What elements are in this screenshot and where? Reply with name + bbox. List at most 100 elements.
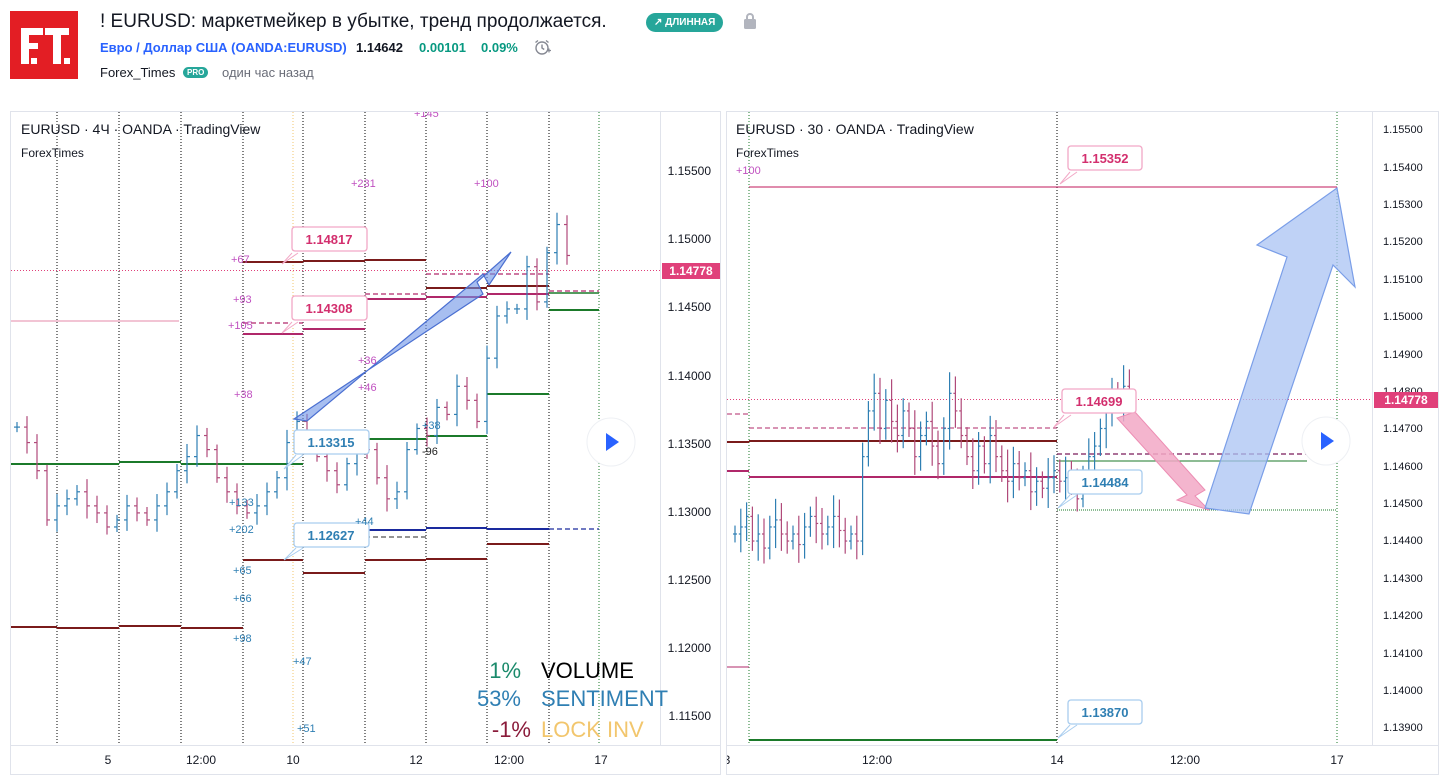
ohlc-bar	[738, 508, 743, 553]
ohlc-bar	[484, 345, 490, 435]
ohlc-bar	[820, 507, 824, 550]
ohlc-bar	[414, 423, 420, 455]
ohlc-bar	[1092, 432, 1097, 471]
ohlc-bar	[124, 494, 130, 531]
chart-panel-30m[interactable]: 1.15352 1.14699 1.14484 1.13870 +100 EUR…	[726, 111, 1439, 775]
chart-panel-4h[interactable]: 1.14817 1.14308 1.13315 1.12627 +145 +23…	[10, 111, 721, 775]
ohlc-bar	[878, 377, 882, 444]
svg-text:+47: +47	[293, 656, 312, 668]
svg-text:1.14000: 1.14000	[1383, 685, 1423, 697]
ohlc-bar	[54, 494, 60, 532]
ohlc-bar	[860, 442, 865, 556]
ohlc-bar	[756, 514, 761, 561]
ohlc-bar	[924, 411, 929, 446]
ohlc-bar	[24, 416, 30, 454]
svg-text:1.15500: 1.15500	[668, 164, 712, 178]
ohlc-bar	[454, 374, 460, 427]
ohlc-bar	[1098, 418, 1103, 456]
ohlc-bar	[791, 525, 795, 550]
ohlc-bar	[514, 303, 520, 314]
ohlc-bar	[895, 404, 900, 453]
ohlc-bar	[750, 506, 755, 551]
ohlc-bar	[1017, 451, 1022, 491]
ohlc-bar	[104, 505, 110, 535]
ohlc-bar	[918, 421, 923, 471]
svg-text:+51: +51	[297, 723, 316, 735]
ohlc-bar	[767, 515, 772, 560]
callout-1.13315: 1.13315	[283, 429, 370, 470]
chart-legend: EURUSD · 4Ч · OANDA · TradingView	[21, 121, 261, 137]
svg-text:-96: -96	[422, 446, 438, 458]
svg-text:12:00: 12:00	[1170, 753, 1200, 767]
chart-legend: EURUSD · 30 · OANDA · TradingView	[736, 121, 975, 137]
alarm-clock-icon[interactable]	[533, 38, 551, 61]
ohlc-bar	[843, 517, 848, 554]
svg-text:+133: +133	[229, 497, 254, 509]
ohlc-bar	[94, 495, 100, 524]
ohlc-bar	[825, 515, 830, 546]
ohlc-bar	[866, 401, 871, 467]
svg-text:1%: 1%	[489, 658, 521, 683]
y-axis-30m: 1.15500 1.15400 1.15300 1.15200 1.15100 …	[1383, 124, 1423, 734]
ohlc-bar	[1040, 471, 1045, 499]
svg-text:53%: 53%	[477, 686, 521, 711]
svg-text:+38: +38	[422, 420, 441, 432]
svg-text:10: 10	[286, 753, 300, 767]
up-arrow-4h	[292, 251, 512, 422]
ohlc-bar	[959, 398, 964, 449]
svg-text:+66: +66	[233, 593, 252, 605]
lock-icon	[742, 12, 758, 35]
ohlc-bar	[837, 499, 842, 548]
ohlc-bar	[144, 506, 150, 526]
ohlc-bar	[889, 379, 894, 443]
svg-text:12:00: 12:00	[186, 753, 216, 767]
symbol-link[interactable]: Евро / Доллар США (OANDA:EURUSD)	[100, 40, 347, 55]
callout-1.14817: 1.14817	[281, 226, 368, 265]
long-badge: ↗ ДЛИННАЯ	[646, 13, 724, 32]
ohlc-bar	[744, 502, 749, 542]
ohlc-bar	[1046, 458, 1051, 508]
svg-text:1.13500: 1.13500	[668, 437, 712, 451]
ohlc-bar	[444, 401, 450, 421]
svg-text:1.14200: 1.14200	[1383, 610, 1423, 622]
ohlc-bar	[953, 376, 958, 428]
ohlc-bar	[988, 415, 993, 484]
svg-text:1.15000: 1.15000	[668, 232, 712, 246]
svg-text:1.14300: 1.14300	[1383, 573, 1423, 585]
svg-text:+38: +38	[234, 389, 253, 401]
published-time: один час назад	[222, 65, 314, 80]
ohlc-bar	[504, 301, 510, 324]
ohlc-bar	[84, 479, 90, 519]
ohlc-bar	[831, 495, 836, 549]
svg-text:+145: +145	[414, 112, 439, 120]
author-name[interactable]: Forex_Times	[100, 65, 176, 80]
ohlc-bar	[907, 402, 911, 437]
svg-text:12:00: 12:00	[494, 753, 524, 767]
callout-label: 1.13315	[308, 435, 355, 450]
ohlc-bar	[44, 464, 50, 526]
play-button-30m[interactable]	[1301, 416, 1351, 466]
ohlc-bar	[930, 401, 935, 466]
chart-30m-svg: 1.15352 1.14699 1.14484 1.13870 +100 EUR…	[727, 112, 1438, 767]
svg-text:1.15400: 1.15400	[1383, 162, 1423, 174]
level-labels-4h: +145 +231 +100 +67 +93 +105 +36 +46 +38 …	[228, 112, 499, 735]
price-change-percent: 0.09%	[481, 40, 518, 55]
svg-text:+36: +36	[358, 355, 377, 367]
ohlc-bar	[434, 398, 440, 444]
ohlc-bar	[174, 463, 180, 499]
play-icon	[606, 433, 619, 451]
ohlc-bar	[1028, 452, 1033, 511]
ohlc-bar	[1023, 462, 1027, 487]
play-icon	[1321, 432, 1334, 450]
svg-text:SENTIMENT: SENTIMENT	[541, 686, 668, 711]
ohlc-bar	[796, 515, 801, 563]
ohlc-bar	[872, 373, 877, 431]
y-axis-4h: 1.15500 1.15000 1.14500 1.14000 1.13500 …	[668, 164, 712, 723]
svg-text:LOCK INV: LOCK INV	[541, 717, 644, 742]
price-tag-30m: 1.14778	[1374, 392, 1438, 408]
ohlc-bar	[802, 512, 807, 559]
play-button-4h[interactable]	[586, 417, 636, 467]
ohlc-bar	[854, 515, 859, 560]
ohlc-bar	[154, 494, 160, 532]
ohlc-bar	[901, 398, 906, 449]
